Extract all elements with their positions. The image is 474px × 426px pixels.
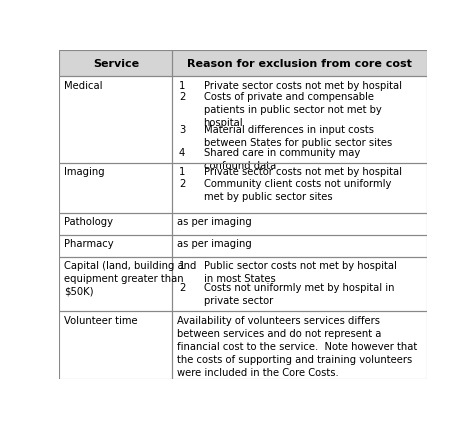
Text: Pharmacy: Pharmacy (64, 239, 114, 248)
Bar (59, 213, 173, 235)
Text: 2: 2 (179, 92, 185, 102)
Text: 4: 4 (179, 147, 185, 157)
Bar (59, 235, 173, 257)
Bar (173, 51, 427, 77)
Text: 1: 1 (179, 260, 185, 270)
Bar (59, 312, 173, 379)
Text: Shared care in community may
confound data: Shared care in community may confound da… (204, 147, 360, 170)
Text: 2: 2 (179, 178, 185, 188)
Text: Community client costs not uniformly
met by public sector sites: Community client costs not uniformly met… (204, 178, 391, 201)
Bar (173, 51, 427, 77)
Text: Private sector costs not met by hospital: Private sector costs not met by hospital (204, 81, 401, 90)
Text: Availability of volunteers services differs
between services and do not represen: Availability of volunteers services diff… (177, 315, 418, 377)
Bar (59, 213, 173, 235)
Text: as per imaging: as per imaging (177, 239, 252, 248)
Text: Costs of private and compensable
patients in public sector not met by
hospital: Costs of private and compensable patient… (204, 92, 382, 128)
Bar (59, 257, 173, 312)
Bar (173, 77, 427, 164)
Bar (173, 77, 427, 164)
Bar (59, 77, 173, 164)
Text: Medical: Medical (64, 81, 102, 90)
Bar (173, 257, 427, 312)
Bar (59, 312, 173, 379)
Text: Reason for exclusion from core cost: Reason for exclusion from core cost (187, 59, 412, 69)
Text: 1: 1 (179, 81, 185, 90)
Bar (173, 257, 427, 312)
Text: as per imaging: as per imaging (177, 216, 252, 227)
Text: Volunteer time: Volunteer time (64, 315, 137, 325)
Bar (173, 213, 427, 235)
Text: Pathology: Pathology (64, 216, 113, 227)
Text: Material differences in input costs
between States for public sector sites: Material differences in input costs betw… (204, 125, 392, 148)
Text: Imaging: Imaging (64, 167, 105, 177)
Bar (59, 164, 173, 213)
Text: Private sector costs not met by hospital: Private sector costs not met by hospital (204, 167, 401, 177)
Bar (173, 164, 427, 213)
Bar (173, 213, 427, 235)
Text: Costs not uniformly met by hospital in
private sector: Costs not uniformly met by hospital in p… (204, 282, 394, 305)
Bar (173, 312, 427, 379)
Bar (173, 164, 427, 213)
Text: Public sector costs not met by hospital
in most States: Public sector costs not met by hospital … (204, 260, 396, 283)
Text: Service: Service (93, 59, 139, 69)
Bar (59, 51, 173, 77)
Text: 1: 1 (179, 167, 185, 177)
Bar (173, 312, 427, 379)
Text: 2: 2 (179, 282, 185, 293)
Bar (59, 235, 173, 257)
Bar (173, 235, 427, 257)
Text: Capital (land, building and
equipment greater than
$50K): Capital (land, building and equipment gr… (64, 260, 196, 296)
Text: 3: 3 (179, 125, 185, 135)
Bar (173, 235, 427, 257)
Bar (59, 164, 173, 213)
Bar (59, 257, 173, 312)
Bar (59, 77, 173, 164)
Bar (59, 51, 173, 77)
